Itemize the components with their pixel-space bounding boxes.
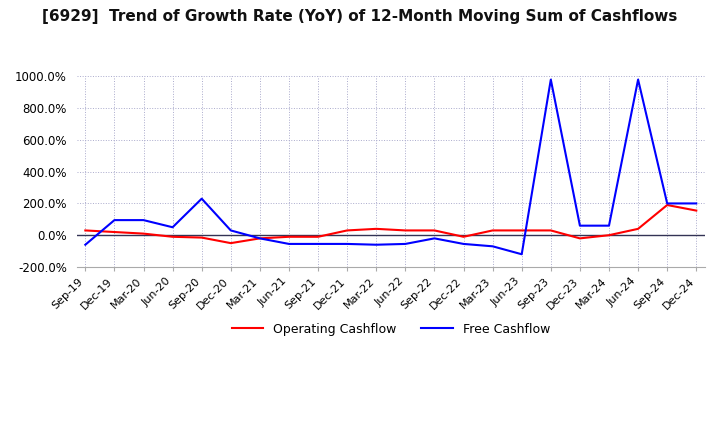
Free Cashflow [81, 242, 90, 247]
Free Cashflow [110, 217, 119, 223]
Free Cashflow [314, 241, 323, 246]
Operating Cashflow [518, 228, 526, 233]
Operating Cashflow [546, 228, 555, 233]
Operating Cashflow [575, 236, 584, 241]
Free Cashflow [459, 241, 468, 246]
Operating Cashflow [197, 235, 206, 240]
Free Cashflow [256, 236, 264, 241]
Operating Cashflow [81, 228, 90, 233]
Operating Cashflow [284, 234, 293, 239]
Free Cashflow [430, 236, 438, 241]
Operating Cashflow [488, 228, 497, 233]
Operating Cashflow [314, 234, 323, 239]
Free Cashflow [168, 224, 177, 230]
Operating Cashflow [139, 231, 148, 236]
Text: [6929]  Trend of Growth Rate (YoY) of 12-Month Moving Sum of Cashflows: [6929] Trend of Growth Rate (YoY) of 12-… [42, 9, 678, 24]
Free Cashflow [575, 223, 584, 228]
Operating Cashflow [605, 233, 613, 238]
Operating Cashflow [692, 208, 701, 213]
Operating Cashflow [634, 226, 642, 231]
Free Cashflow [197, 196, 206, 202]
Free Cashflow [343, 241, 351, 246]
Operating Cashflow [256, 236, 264, 241]
Free Cashflow [372, 242, 381, 247]
Free Cashflow [284, 241, 293, 246]
Operating Cashflow [110, 229, 119, 235]
Free Cashflow [139, 217, 148, 223]
Free Cashflow [227, 228, 235, 233]
Operating Cashflow [430, 228, 438, 233]
Operating Cashflow [227, 241, 235, 246]
Line: Free Cashflow: Free Cashflow [86, 80, 696, 254]
Free Cashflow [518, 252, 526, 257]
Free Cashflow [605, 223, 613, 228]
Operating Cashflow [459, 234, 468, 239]
Operating Cashflow [663, 202, 672, 208]
Free Cashflow [634, 77, 642, 82]
Line: Operating Cashflow: Operating Cashflow [86, 205, 696, 243]
Free Cashflow [401, 241, 410, 246]
Operating Cashflow [401, 228, 410, 233]
Free Cashflow [488, 244, 497, 249]
Free Cashflow [546, 77, 555, 82]
Operating Cashflow [343, 228, 351, 233]
Operating Cashflow [168, 234, 177, 239]
Free Cashflow [663, 201, 672, 206]
Free Cashflow [692, 201, 701, 206]
Legend: Operating Cashflow, Free Cashflow: Operating Cashflow, Free Cashflow [227, 318, 555, 341]
Operating Cashflow [372, 226, 381, 231]
